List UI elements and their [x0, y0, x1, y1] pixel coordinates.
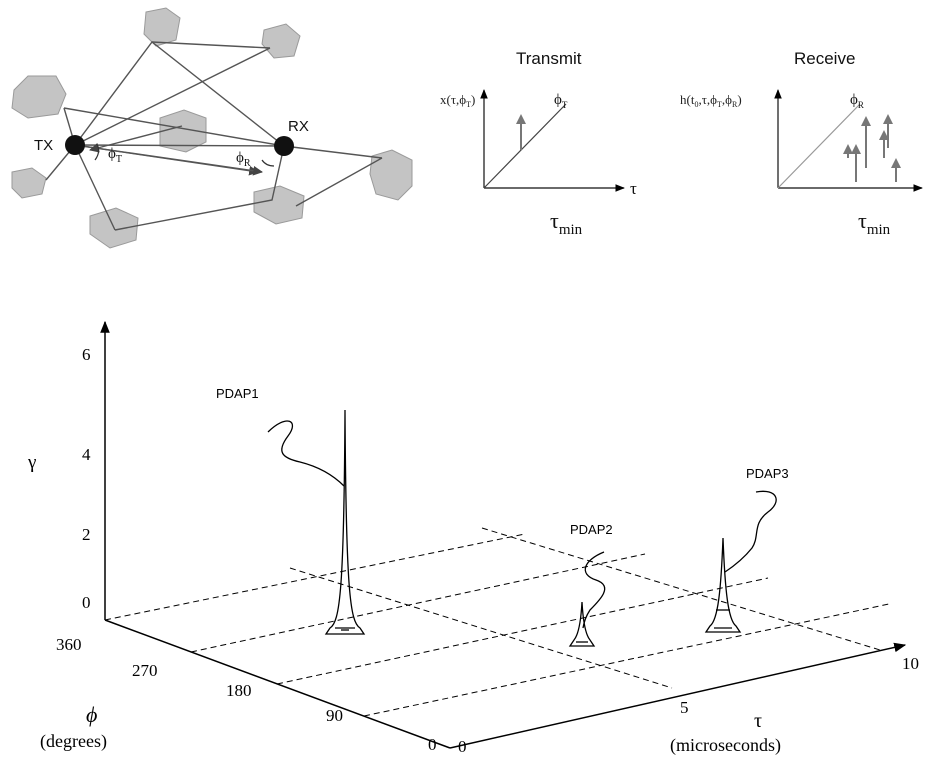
phi-t-arc	[94, 143, 100, 161]
receive-panel: Receive h(t0,τ,ϕT,ϕR) ϕR τmin	[680, 49, 923, 238]
gamma-tick-6: 6	[82, 345, 91, 364]
scatterer-7	[253, 185, 305, 225]
path-d	[63, 107, 285, 150]
gamma-label: γ	[27, 452, 36, 473]
gamma-tick-0: 0	[82, 593, 91, 612]
transmit-angle-axis	[483, 103, 567, 189]
tau-axis	[449, 642, 907, 749]
pdap-grid	[104, 527, 890, 717]
receive-title: Receive	[794, 49, 855, 68]
transmit-y-label: x(τ,ϕT)	[440, 92, 475, 109]
gamma-ticks: 6 4 2 0	[82, 345, 91, 612]
transmit-panel: Transmit x(τ,ϕT) ϕT τ τmin	[440, 49, 637, 238]
tx-node	[65, 135, 85, 155]
scatterer-6	[369, 149, 413, 201]
tx-label: TX	[34, 137, 53, 154]
multipath-scene: TX RX ϕT ϕR	[11, 7, 413, 249]
rx-node	[274, 136, 294, 156]
propagation-paths	[45, 41, 383, 231]
phi-tick-90: 90	[326, 706, 343, 725]
transmit-phi-label: ϕT	[554, 92, 568, 110]
tau-tick-5: 5	[680, 698, 689, 717]
scatterer-5	[11, 167, 47, 199]
receive-impulses	[843, 114, 901, 182]
path-l	[74, 144, 263, 176]
receive-angle-axis	[777, 103, 861, 189]
phi-tick-360: 360	[56, 635, 82, 654]
receive-phi-label: ϕR	[850, 92, 864, 110]
tau-tick-10: 10	[902, 654, 919, 673]
path-h	[114, 145, 287, 231]
gamma-tick-2: 2	[82, 525, 91, 544]
tau-tick-0: 0	[458, 737, 467, 756]
gamma-tick-4: 4	[82, 445, 91, 464]
scatterer-2	[261, 23, 301, 59]
pdap-peak-1-label: PDAP1	[216, 386, 259, 401]
tau-ticks: 0 5 10	[458, 654, 919, 756]
receive-tmin-label: τmin	[858, 208, 891, 238]
pdap-plot: 6 4 2 0 γ 360 270 180 90 0 ϕ (degrees) 0…	[27, 320, 919, 756]
receive-y-label: h(t0,τ,ϕT,ϕR)	[680, 92, 742, 109]
phi-tick-270: 270	[132, 661, 158, 680]
pdap-peak-3	[704, 490, 777, 633]
pdap-peak-3-label: PDAP3	[746, 466, 789, 481]
path-j	[295, 157, 383, 207]
scatterer-1	[143, 7, 181, 47]
phi-ticks: 360 270 180 90 0	[56, 635, 437, 754]
pdap-peak-2-label: PDAP2	[570, 522, 613, 537]
phi-tick-0: 0	[428, 735, 437, 754]
tau-unit: (microseconds)	[670, 735, 781, 756]
phi-unit: (degrees)	[40, 731, 107, 752]
path-b	[74, 47, 271, 146]
rx-label: RX	[288, 118, 309, 135]
path-c	[151, 41, 271, 49]
tau-label: τ	[754, 710, 762, 732]
transmit-tmin-label: τmin	[550, 208, 583, 238]
scatterer-3	[11, 75, 67, 119]
transmit-title: Transmit	[516, 49, 582, 68]
pdap-peak-1	[267, 409, 366, 635]
phi-r-arc	[261, 159, 275, 167]
path-i	[283, 142, 383, 159]
path-m	[89, 125, 183, 153]
phi-label: ϕ	[86, 702, 97, 727]
pdap-peak-2	[568, 551, 606, 647]
path-g	[74, 144, 116, 231]
phi-r-label: ϕR	[236, 150, 251, 169]
phi-tick-180: 180	[226, 681, 252, 700]
phi-t-label: ϕT	[108, 146, 122, 165]
transmit-tau-label: τ	[630, 179, 637, 198]
scatterers	[11, 7, 413, 249]
